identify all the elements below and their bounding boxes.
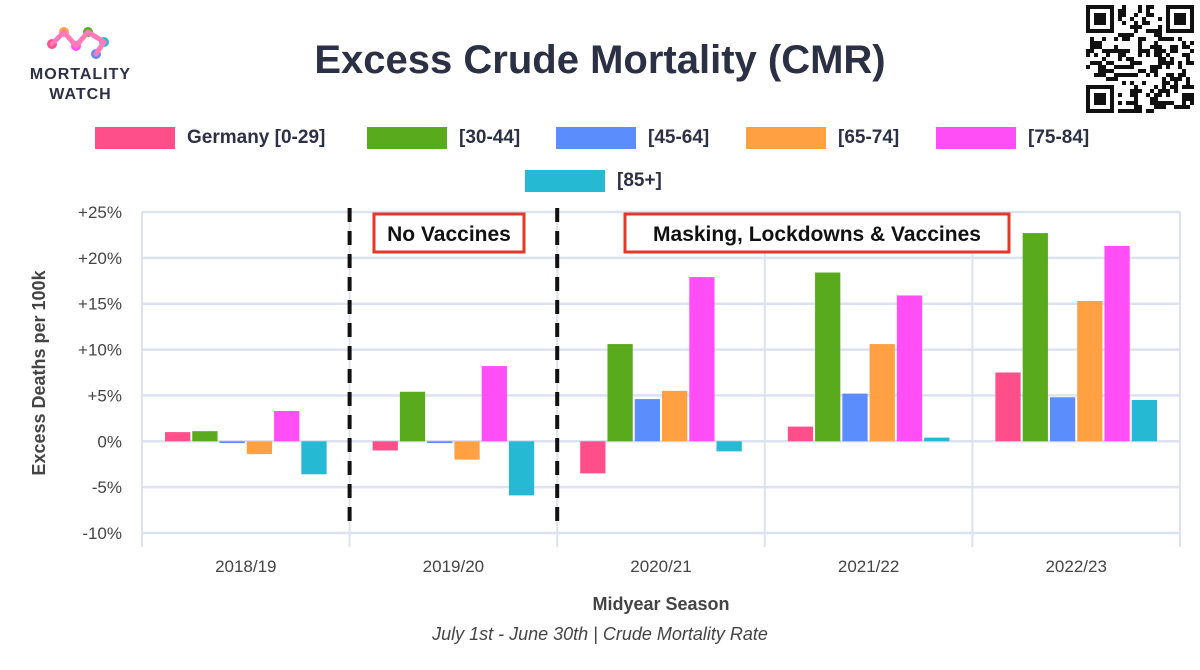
bar-2019-20-series-2 [427, 441, 453, 444]
bar-2021-22-series-3 [869, 344, 895, 442]
legend-item-1[interactable]: [30-44] [367, 126, 520, 150]
annotation-masking-lockdowns-vaccines: Masking, Lockdowns & Vaccines [653, 223, 981, 246]
bar-2018-19-series-3 [246, 441, 273, 455]
bar-2021-22-series-0 [787, 426, 814, 442]
logo-text-line2: WATCH [49, 86, 112, 103]
y-tick-label: -5% [92, 478, 122, 497]
bar-2021-22-series-5 [924, 437, 950, 442]
legend-label-4: [75-84] [1028, 127, 1090, 148]
y-tick-label: -10% [82, 524, 122, 543]
bar-2018-19-series-5 [301, 441, 327, 475]
x-tick-label: 2018/19 [215, 557, 276, 576]
legend-swatch-3 [746, 127, 826, 149]
legend-item-4[interactable]: [75-84] [936, 126, 1089, 150]
legend-item-2[interactable]: [45-64] [556, 126, 709, 150]
y-axis-title: Excess Deaths per 100k [29, 269, 49, 475]
bar-2019-20-series-0 [372, 441, 398, 451]
x-tick-label: 2021/22 [838, 557, 899, 576]
legend-swatch-4 [936, 127, 1016, 149]
y-tick-label: +15% [78, 295, 122, 314]
bar-2022-23-series-0 [995, 372, 1021, 442]
x-axis-title: Midyear Season [592, 594, 729, 614]
bar-2020-21-series-1 [607, 344, 633, 442]
bar-2018-19-series-0 [165, 432, 191, 442]
y-tick-label: +20% [78, 249, 122, 268]
legend-item-0[interactable]: Germany [0-29] [95, 126, 325, 150]
bar-2020-21-series-2 [634, 399, 660, 442]
y-tick-label: +5% [88, 386, 123, 405]
mortality-watch-logo: MORTALITY WATCH [18, 20, 143, 110]
bar-2019-20-series-3 [454, 441, 480, 460]
bar-2022-23-series-3 [1077, 300, 1103, 442]
legend-label-2: [45-64] [648, 127, 710, 148]
legend-item-5[interactable]: [85+] [525, 169, 662, 193]
bar-2022-23-series-5 [1131, 400, 1157, 442]
y-tick-label: +25% [78, 203, 122, 222]
bar-2021-22-series-2 [842, 393, 868, 442]
y-tick-label: 0% [97, 432, 122, 451]
legend-label-3: [65-74] [838, 127, 900, 148]
annotation-box-masking [623, 212, 1011, 254]
x-tick-label: 2022/23 [1045, 557, 1106, 576]
logo-text-line1: MORTALITY [29, 66, 132, 83]
bar-2022-23-series-1 [1022, 233, 1048, 442]
y-tick-label: +10% [78, 341, 122, 360]
legend-label-1: [30-44] [459, 127, 521, 148]
bar-2020-21-series-3 [662, 390, 688, 442]
bar-2019-20-series-5 [508, 441, 535, 496]
chart-title: Excess Crude Mortality (CMR) [314, 38, 886, 82]
legend-swatch-0 [95, 127, 175, 149]
logo-graphic [47, 27, 109, 59]
annotation-no-vaccines: No Vaccines [387, 223, 511, 246]
qr-code [1086, 5, 1194, 113]
bar-2022-23-series-2 [1049, 397, 1076, 442]
bar-2022-23-series-4 [1104, 245, 1130, 442]
bar-2018-19-series-2 [219, 441, 245, 444]
x-tick-label: 2020/21 [630, 557, 691, 576]
legend-swatch-2 [556, 127, 636, 149]
annotation-box-no-vaccines [372, 212, 526, 254]
legend-swatch-5 [525, 170, 605, 192]
legend-label-0: Germany [0-29] [187, 127, 326, 148]
legend-swatch-1 [367, 127, 447, 149]
legend-item-3[interactable]: [65-74] [746, 126, 899, 150]
bar-2018-19-series-1 [192, 431, 218, 442]
legend-label-5: [85+] [617, 170, 662, 191]
bar-2019-20-series-4 [481, 366, 507, 442]
chart-caption: July 1st - June 30th | Crude Mortality R… [432, 624, 768, 644]
bar-2020-21-series-4 [689, 277, 715, 442]
bar-2018-19-series-4 [274, 411, 300, 442]
bar-2019-20-series-1 [399, 391, 426, 442]
bar-2021-22-series-1 [815, 272, 841, 442]
bar-2020-21-series-5 [716, 441, 742, 452]
x-tick-label: 2019/20 [423, 557, 484, 576]
bar-2021-22-series-4 [896, 295, 923, 442]
bar-2020-21-series-0 [580, 441, 606, 474]
